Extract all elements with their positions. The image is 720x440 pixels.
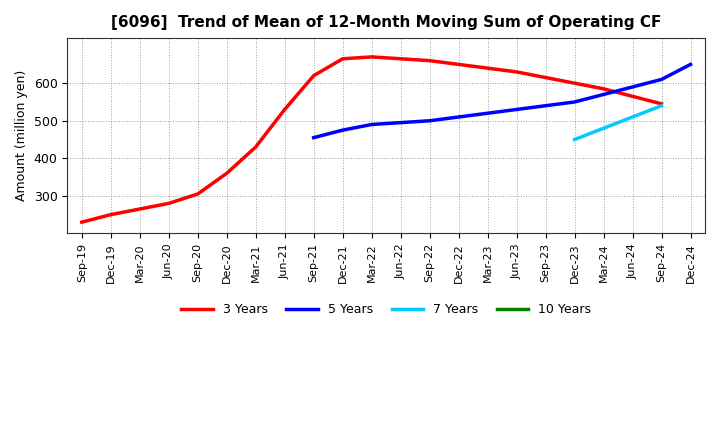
Y-axis label: Amount (million yen): Amount (million yen) bbox=[15, 70, 28, 202]
Legend: 3 Years, 5 Years, 7 Years, 10 Years: 3 Years, 5 Years, 7 Years, 10 Years bbox=[176, 298, 596, 321]
Title: [6096]  Trend of Mean of 12-Month Moving Sum of Operating CF: [6096] Trend of Mean of 12-Month Moving … bbox=[111, 15, 662, 30]
